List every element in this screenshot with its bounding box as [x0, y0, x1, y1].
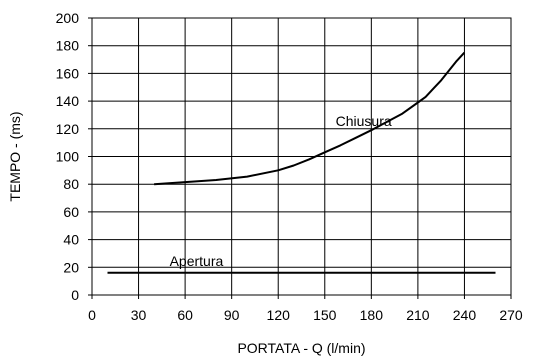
x-axis-label: PORTATA - Q (l/min) [237, 340, 365, 356]
annotation-apertura: Apertura [170, 253, 224, 269]
tick-labels: 0 30 60 90 120 150 180 210 240 270 0 20 40 60 80 100 120… [56, 10, 523, 323]
x-tick-label: 210 [406, 307, 430, 323]
y-tick-label: 80 [63, 176, 79, 192]
y-tick-label: 0 [71, 287, 79, 303]
y-tick-label: 60 [63, 204, 79, 220]
plot-area-frame [91, 17, 512, 296]
y-tick-label: 140 [56, 93, 80, 109]
y-tick-label: 40 [63, 232, 79, 248]
x-tick-label: 0 [88, 307, 96, 323]
x-tick-label: 240 [453, 307, 477, 323]
y-tick-label: 200 [56, 10, 80, 26]
series-line-chiusura [154, 51, 466, 186]
data-series [107, 51, 496, 274]
y-axis-label: TEMPO - (ms) [7, 111, 23, 201]
x-tick-label: 60 [177, 307, 193, 323]
annotations: Chiusura Apertura [170, 113, 392, 269]
y-tick-label: 160 [56, 65, 80, 81]
x-tick-label: 150 [313, 307, 337, 323]
y-tick-label: 180 [56, 38, 80, 54]
y-tick-label: 120 [56, 121, 80, 137]
y-tick-label: 20 [63, 259, 79, 275]
x-tick-label: 30 [131, 307, 147, 323]
annotation-chiusura: Chiusura [336, 113, 392, 129]
x-tick-label: 120 [267, 307, 291, 323]
x-tick-label: 90 [224, 307, 240, 323]
x-tick-label: 180 [360, 307, 384, 323]
x-tick-label: 270 [499, 307, 523, 323]
y-tick-label: 100 [56, 149, 80, 165]
